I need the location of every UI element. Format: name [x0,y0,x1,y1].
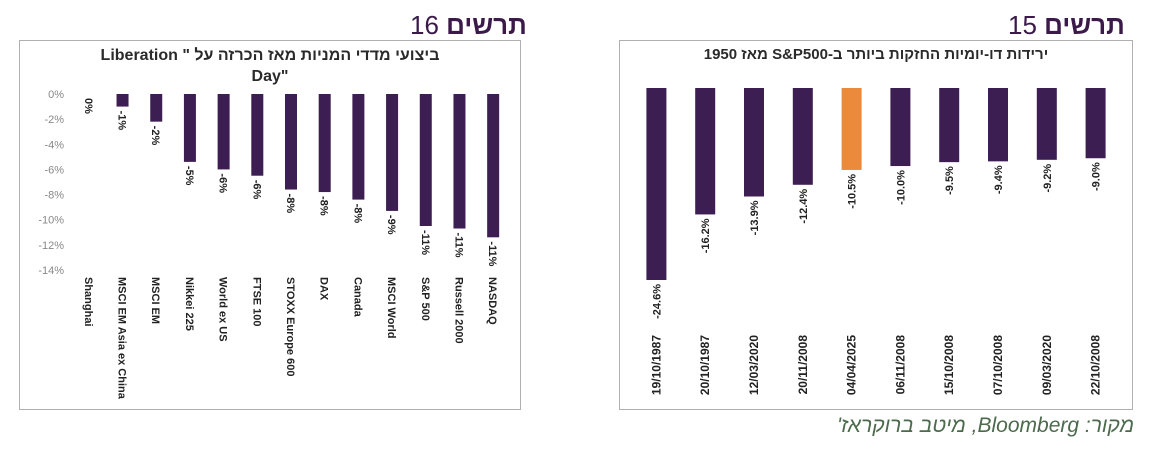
category-label: 20/11/2008 [796,335,810,395]
category-label: Russell 2000 [452,277,464,344]
source-caption: מקור: Bloomberg, מיטב ברוקראז' [837,414,1134,437]
y-tick-label: 0% [48,89,64,101]
data-label: -10.5% [847,174,859,209]
y-tick-label: -12% [38,240,64,252]
bar-09-03-2020 [1036,88,1057,160]
sp500-drops-bar-chart: -24.6% 19/10/1987 -16.2% 20/10/1987 -13.9% 12… [646,88,1106,395]
category-label: 20/10/1987 [698,335,712,395]
bar-15-10-2008 [939,88,960,163]
y-tick-label: -14% [38,265,64,277]
category-label: 06/11/2008 [893,335,907,395]
data-label: -9.2% [1042,164,1054,193]
bar-world-ex-us [217,94,230,170]
bar-canada [352,94,365,200]
data-label: -8% [284,194,296,214]
chart-title-stock-indices: ביצועי מדדי המניות מאז הכרזה על " Libera… [20,45,520,87]
chart-panel-stock-indices: ביצועי מדדי המניות מאז הכרזה על " Libera… [19,40,521,410]
chart-title-line-1: ביצועי מדדי המניות מאז הכרזה על " Libera… [100,47,440,64]
bar-msci-world [386,94,399,211]
category-label: Canada [351,277,363,318]
data-label: -6% [217,173,229,193]
chart-title-sp500-drops: ירידות דו-יומיות החזקות ביותר ב-S&P500 מ… [620,45,1132,65]
bar-19-10-1987 [646,88,667,280]
figure-16-label: תרשים 16 [410,10,527,41]
data-label: -5% [183,166,195,186]
bar-dax [318,94,331,193]
data-label: -9.5% [944,166,956,195]
category-label: 07/10/2008 [991,335,1005,395]
category-label: STOXX Europe 600 [284,277,296,376]
bar-20-11-2008 [792,88,813,185]
y-tick-label: -8% [44,190,64,202]
category-label: 12/03/2020 [747,335,761,395]
data-label: 0% [82,98,94,114]
bar-04-04-2025 [841,88,862,170]
y-tick-label: -6% [44,164,64,176]
bar-12-03-2020 [744,88,764,197]
data-label: -11% [452,233,464,258]
chart-panel-sp500-drops: ירידות דו-יומיות החזקות ביותר ב-S&P500 מ… [619,40,1133,410]
stock-indices-bar-chart: 0% -2% -4% -6% -8% -10% -12% -14% 0% Shanghai -1% M… [38,89,500,400]
figure-15-number: 15 [1008,10,1037,40]
bar-msci-em-asia-ex-china [116,94,129,107]
bar-20-10-1987 [695,88,716,215]
category-label: NASDAQ [486,277,498,325]
data-label: -2% [149,126,161,146]
bar-22-10-2008 [1085,88,1106,159]
category-label: 15/10/2008 [942,335,956,395]
bar-msci-em [150,94,163,122]
category-label: S&P 500 [419,277,431,321]
y-tick-label: -2% [44,114,64,126]
data-label: -1% [116,111,128,131]
category-label: 09/03/2020 [1040,335,1054,395]
data-label: -9.4% [993,165,1005,194]
figure-16-word: תרשים [446,10,527,40]
data-label: -11% [419,230,431,255]
data-label: -8% [318,196,330,216]
bar-07-10-2008 [988,88,1008,162]
data-label: -24.6% [651,284,663,319]
category-label: Nikkei 225 [183,277,195,331]
y-tick-label: -4% [44,139,64,151]
data-label: -10.0% [895,170,907,205]
data-label: -6% [250,180,262,200]
category-label: 19/10/1987 [649,335,663,395]
data-label: -9.0% [1091,162,1103,191]
figure-15-label: תרשים 15 [1008,10,1125,41]
chart-title-line: ירידות דו-יומיות החזקות ביותר ב-S&P500 מ… [703,46,1049,63]
figure-15-word: תרשים [1044,10,1125,40]
bar-s-p-500 [419,94,432,226]
bar-stoxx-europe-600 [285,94,297,190]
category-label: Shanghai [82,277,94,327]
data-label: -8% [351,204,363,224]
bar-ftse-100 [251,94,264,176]
chart-title-line-2: "Day [251,68,289,85]
y-tick-label: -10% [38,215,64,227]
data-label: -12.4% [798,189,810,224]
data-label: -9% [385,215,397,235]
category-label: MSCI EM Asia ex China [116,277,128,400]
category-label: FTSE 100 [250,277,262,327]
bar-nikkei-225 [183,94,196,162]
bar-nasdaq [487,94,500,238]
category-label: DAX [318,277,330,301]
data-label: -13.9% [749,200,761,235]
figure-16-number: 16 [410,10,439,40]
bar-06-11-2008 [890,88,911,167]
bar-russell-2000 [453,94,466,229]
category-label: 04/04/2025 [845,335,859,395]
data-label: -16.2% [700,218,712,253]
category-label: MSCI World [385,277,397,339]
data-label: -11% [486,241,498,266]
category-label: World ex US [217,277,229,342]
category-label: 22/10/2008 [1089,335,1103,395]
category-label: MSCI EM [149,277,161,324]
